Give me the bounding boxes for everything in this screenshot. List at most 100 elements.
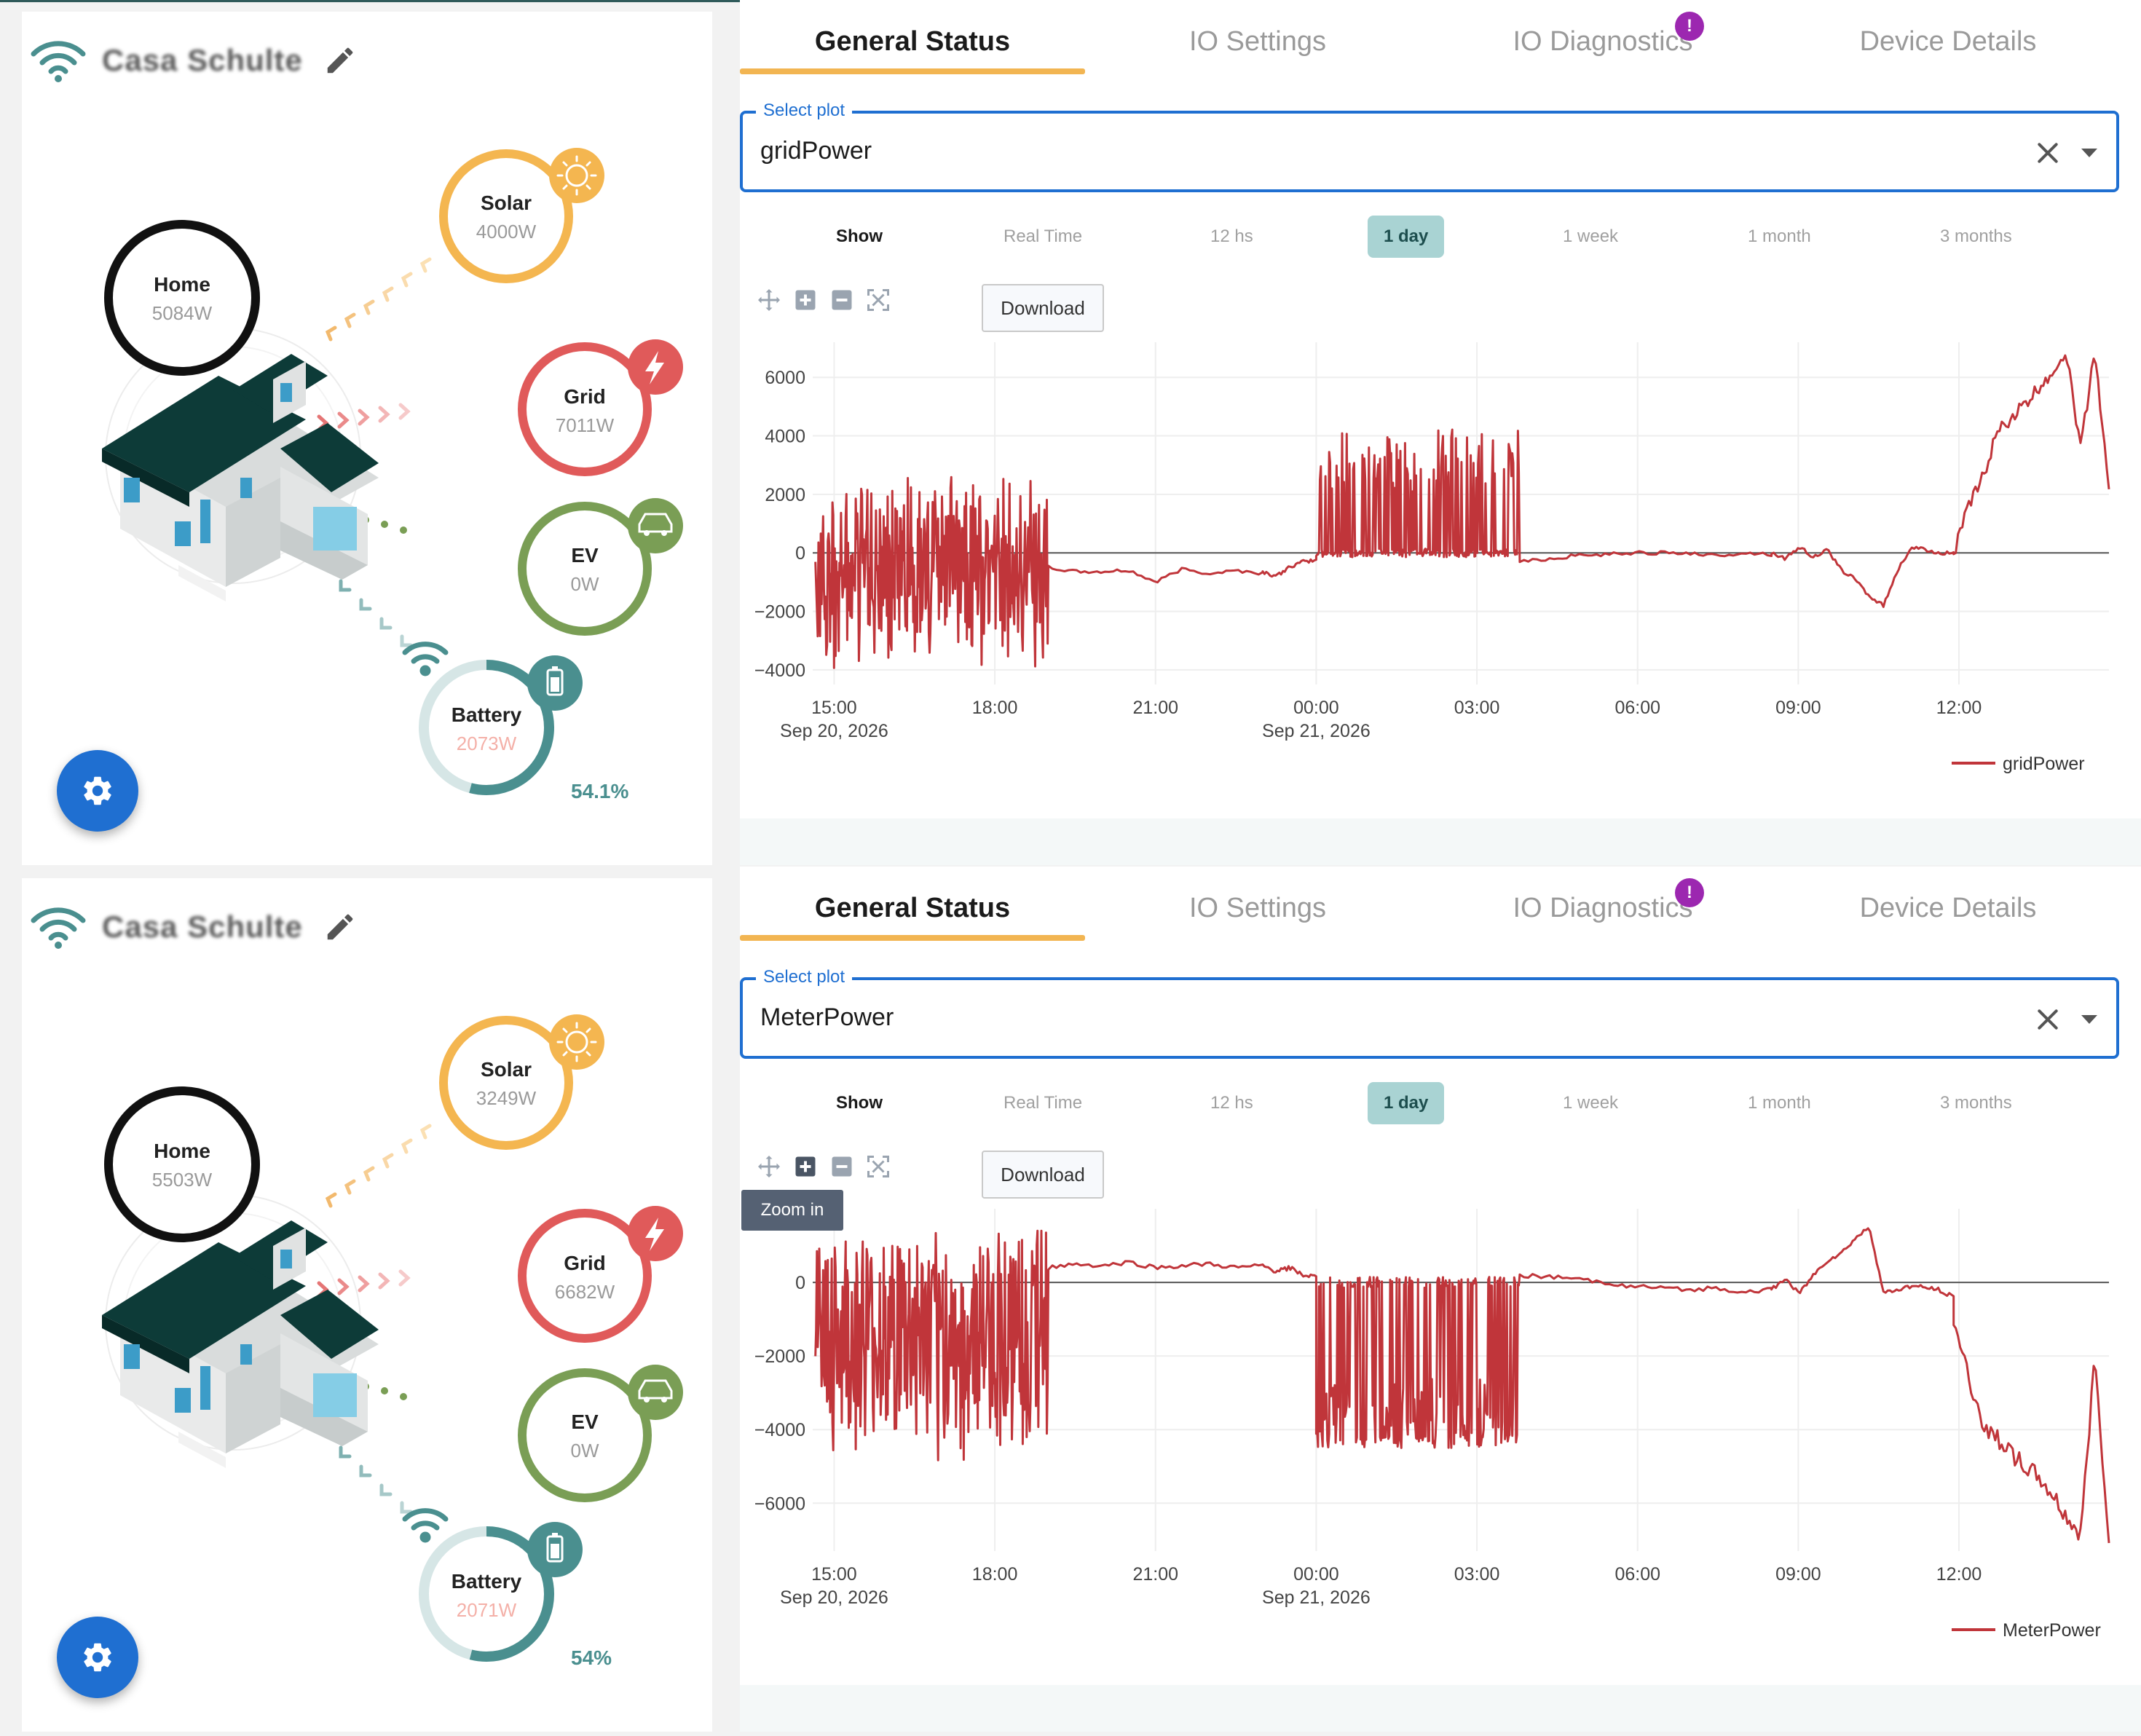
battery-icon: [527, 655, 583, 711]
energy-flow-card: Solar 4000W: [22, 12, 712, 865]
battery-label: Battery: [452, 1570, 522, 1593]
range-3months[interactable]: 3 months: [1940, 226, 2012, 246]
tab-device-details[interactable]: Device Details: [1859, 26, 2037, 57]
select-plot-value: MeterPower: [760, 1003, 894, 1031]
card-footer: [740, 1685, 2141, 1732]
caret-down-icon[interactable]: [2080, 1012, 2099, 1027]
ev-label: EV: [571, 544, 599, 567]
range-3months[interactable]: 3 months: [1940, 1093, 2012, 1113]
solar-flow-arrows: [325, 257, 432, 342]
pencil-icon[interactable]: [323, 910, 357, 944]
download-button[interactable]: Download: [982, 1151, 1104, 1199]
solar-label: Solar: [481, 192, 532, 214]
x-tick-label: 00:00: [1293, 698, 1339, 718]
range-real-time[interactable]: Real Time: [1004, 1093, 1083, 1113]
select-plot-label: Select plot: [756, 967, 853, 987]
zoom-in-icon[interactable]: [792, 1153, 819, 1180]
solar-value: 3249W: [476, 1087, 537, 1109]
battery-value: 2071W: [457, 1599, 517, 1621]
x-tick-label: 03:00: [1454, 1564, 1500, 1585]
solar-node[interactable]: Solar 3249W: [439, 1014, 604, 1150]
x-tick-label: 06:00: [1614, 1564, 1660, 1585]
battery-node[interactable]: Battery 2073W 54.1%: [402, 642, 628, 802]
x-tick-date-label: Sep 20, 2026: [780, 721, 888, 741]
battery-flow-arrows: [339, 1445, 413, 1514]
y-tick-label: 0: [795, 1273, 805, 1293]
time-range-show-label: Show: [836, 1093, 883, 1113]
battery-soc-ring: [419, 1526, 554, 1662]
tab-bar: General Status IO Settings IO Diagnostic…: [740, 0, 2141, 76]
x-tick-label: 03:00: [1454, 698, 1500, 718]
battery-node[interactable]: Battery 2071W 54%: [402, 1508, 612, 1669]
pencil-icon[interactable]: [323, 44, 357, 77]
battery-icon: [527, 1522, 583, 1577]
tab-io-diagnostics[interactable]: IO Diagnostics: [1513, 26, 1693, 57]
select-plot-label: Select plot: [756, 100, 853, 121]
range-1month[interactable]: 1 month: [1748, 226, 1811, 246]
range-real-time[interactable]: Real Time: [1004, 226, 1083, 246]
settings-fab-button[interactable]: [57, 1617, 138, 1698]
home-node[interactable]: Home 5503W: [104, 1086, 260, 1242]
status-card: General Status IO Settings IO Diagnostic…: [740, 0, 2141, 865]
range-1week[interactable]: 1 week: [1563, 1093, 1619, 1113]
download-button[interactable]: Download: [982, 284, 1104, 332]
range-12hs[interactable]: 12 hs: [1210, 1093, 1253, 1113]
zoom-out-icon[interactable]: [829, 1153, 855, 1180]
range-1week[interactable]: 1 week: [1563, 226, 1619, 246]
diagnostics-alert-badge: !: [1675, 12, 1704, 41]
range-1month[interactable]: 1 month: [1748, 1093, 1811, 1113]
y-tick-label: 2000: [765, 485, 805, 505]
tab-device-details[interactable]: Device Details: [1859, 893, 2037, 923]
battery-flow-arrows: [339, 579, 413, 647]
solar-flow-arrows: [325, 1124, 432, 1208]
autoscale-icon[interactable]: [865, 1153, 891, 1180]
grid-node[interactable]: Grid 6682W: [518, 1206, 683, 1343]
tab-io-diagnostics[interactable]: IO Diagnostics: [1513, 893, 1693, 923]
x-tick-date-label: Sep 20, 2026: [780, 1587, 888, 1608]
ev-node[interactable]: EV 0W: [518, 1365, 683, 1502]
home-label: Home: [154, 1140, 210, 1162]
settings-fab-button[interactable]: [57, 750, 138, 832]
gear-icon: [84, 776, 111, 805]
house-illustration: [102, 1220, 379, 1468]
x-tick-label: 15:00: [811, 1564, 857, 1585]
close-icon[interactable]: [2033, 1005, 2062, 1034]
y-tick-label: −2000: [754, 602, 805, 623]
energy-flow-diagram: Solar 4000W: [102, 148, 683, 802]
power-chart[interactable]: −4000 −2000 0 2000 4000 6000 15:00 Sep 20, 2026…: [740, 320, 2141, 801]
time-range-bar: Show Real Time 12 hs 1 day 1 week 1 mont…: [740, 1082, 2141, 1129]
grid-node[interactable]: Grid 7011W: [518, 339, 683, 476]
x-tick-label: 21:00: [1132, 1564, 1178, 1585]
pan-icon[interactable]: [756, 1153, 782, 1180]
select-plot-field[interactable]: Select plot MeterPower: [740, 967, 2119, 1059]
select-plot-field[interactable]: Select plot gridPower: [740, 100, 2119, 192]
battery-soc-ring: [419, 660, 554, 795]
tab-io-settings[interactable]: IO Settings: [1189, 893, 1326, 923]
zoom-out-icon[interactable]: [829, 287, 855, 313]
ev-node[interactable]: EV 0W: [518, 498, 683, 636]
battery-soc: 54%: [571, 1646, 612, 1669]
energy-flow-card: Solar 3249W: [22, 878, 712, 1732]
solar-node[interactable]: Solar 4000W: [439, 148, 604, 283]
tab-general-status[interactable]: General Status: [814, 26, 1011, 57]
x-tick-label: 21:00: [1132, 698, 1178, 718]
pan-icon[interactable]: [756, 287, 782, 313]
tab-general-status[interactable]: General Status: [814, 893, 1011, 923]
tab-io-settings[interactable]: IO Settings: [1189, 26, 1326, 57]
close-icon[interactable]: [2033, 138, 2062, 167]
range-12hs[interactable]: 12 hs: [1210, 226, 1253, 246]
home-node[interactable]: Home 5084W: [104, 220, 260, 376]
range-1day[interactable]: 1 day: [1368, 1082, 1445, 1124]
caret-down-icon[interactable]: [2080, 146, 2099, 160]
grid-value: 7011W: [556, 414, 615, 436]
range-1day[interactable]: 1 day: [1368, 216, 1445, 258]
battery-wifi-icon: [402, 642, 449, 676]
energy-flow-diagram: Solar 3249W: [102, 1014, 683, 1669]
autoscale-icon[interactable]: [865, 287, 891, 313]
solar-label: Solar: [481, 1058, 532, 1081]
battery-value: 2073W: [457, 733, 517, 754]
sun-icon: [549, 148, 604, 203]
zoom-in-icon[interactable]: [792, 287, 819, 313]
chart-modebar: [756, 1153, 891, 1183]
